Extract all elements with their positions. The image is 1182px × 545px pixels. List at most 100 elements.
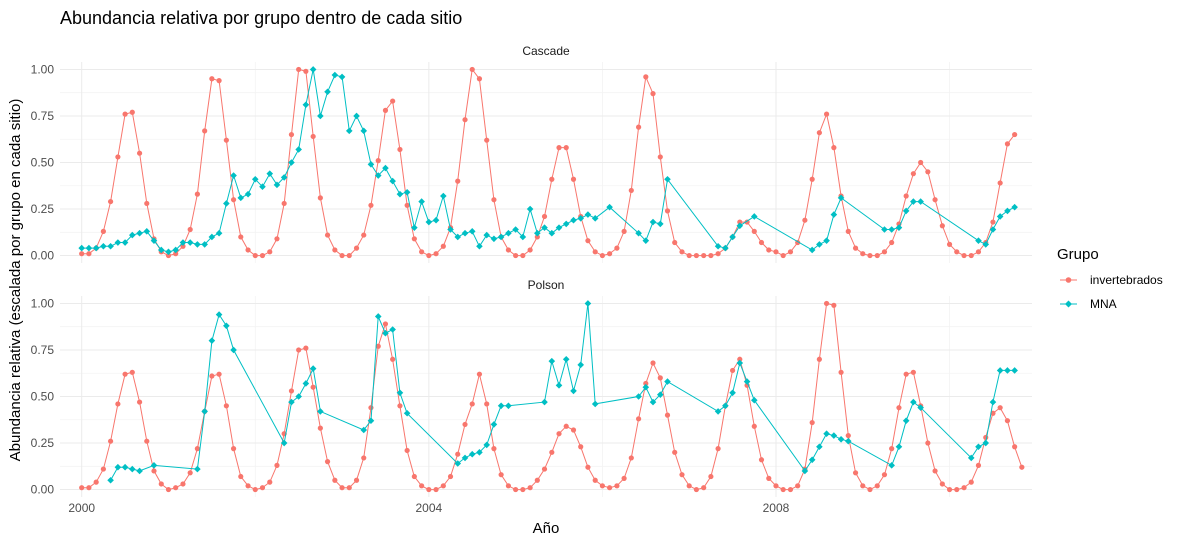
data-point [136,150,143,156]
y-tick-label: 0.75 [31,109,55,123]
data-point [649,218,657,226]
data-point [404,202,410,208]
data-point [548,357,556,365]
data-point [621,228,627,234]
data-point [636,124,642,130]
data-point [251,175,259,183]
data-point [643,380,649,387]
data-point [309,365,317,372]
data-point [375,343,381,349]
x-tick-label: 2004 [415,501,442,515]
data-point [925,169,931,175]
data-point [288,131,295,138]
series-invertebrados [79,66,1018,259]
data-point [447,473,454,480]
data-point [844,437,852,445]
data-point [997,180,1003,186]
legend-label: MNA [1090,297,1117,311]
data-point [455,451,461,457]
data-point [425,218,433,226]
data-point [208,337,216,344]
data-point [280,439,288,447]
data-point [925,440,931,446]
data-point [563,145,569,151]
data-point [837,194,845,202]
data-point [939,481,945,487]
data-point [577,361,585,369]
data-point [361,232,367,238]
data-point [339,252,345,259]
data-point [607,251,613,257]
data-point [432,216,440,224]
data-point [128,231,136,239]
series-line [81,68,1015,257]
data-point [107,438,114,444]
data-point [491,197,497,203]
data-point [903,193,909,199]
data-point [419,483,425,489]
data-point [180,243,186,249]
data-point [469,66,475,73]
data-point [967,454,975,462]
data-point [729,389,736,397]
chart-title: Abundancia relativa por grupo dentro de … [60,8,462,28]
data-point [426,486,432,493]
series-line [110,303,1015,481]
data-point [1004,207,1011,215]
data-point [902,207,910,215]
data-point [650,360,656,366]
legend-item-mna: MNA [1060,297,1117,311]
data-point [534,229,541,237]
data-point [896,405,902,411]
data-point [1004,418,1011,424]
data-point [656,391,664,398]
data-point [194,465,201,473]
data-point [932,197,938,203]
data-point [902,417,910,424]
data-point [288,388,295,394]
data-point [657,375,663,381]
data-point [845,228,851,234]
data-point [570,427,577,433]
legend-title: Grupo [1057,246,1099,263]
data-point [317,408,324,415]
data-point [751,228,757,234]
data-point [541,398,548,406]
data-point [541,466,548,472]
data-point [201,241,208,248]
data-point [860,483,866,489]
data-point [621,475,627,481]
data-point [223,322,230,330]
data-point [577,215,585,222]
data-point [852,470,859,476]
data-point [150,462,158,469]
data-point [389,326,396,333]
data-point [1012,444,1018,450]
data-point [165,486,172,493]
data-point [679,472,685,478]
data-point [808,456,816,464]
data-point [830,211,838,218]
data-point [498,472,504,478]
data-point [223,137,229,143]
data-point [79,485,85,491]
data-point [527,247,533,253]
data-point [686,252,692,259]
data-point [874,252,880,259]
data-point [903,371,909,377]
data-point [990,219,996,225]
data-point [115,154,121,160]
data-point [173,485,179,491]
data-point [86,485,92,491]
data-point [592,477,598,483]
x-tick-label: 2008 [763,501,790,515]
data-point [92,244,100,252]
data-point [483,231,491,239]
legend-label: invertebrados [1090,273,1163,287]
data-point [252,252,258,259]
data-point [860,251,866,257]
data-point [679,249,685,255]
data-point [570,176,577,182]
data-point [570,216,577,224]
